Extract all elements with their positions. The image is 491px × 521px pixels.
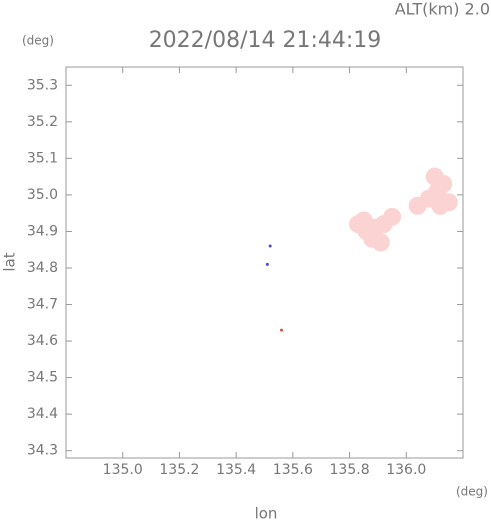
x-axis-label: lon (255, 505, 278, 521)
y-tick-label: 35.3 (27, 77, 58, 93)
data-point (431, 196, 450, 215)
x-tick-label: 135.0 (103, 462, 143, 478)
data-point (383, 207, 402, 226)
y-tick-label: 35.2 (27, 114, 58, 130)
y-tick-label: 34.4 (27, 406, 58, 422)
plot-frame (65, 66, 464, 459)
y-axis-label: lat (1, 252, 19, 271)
data-point (265, 262, 269, 266)
y-tick-label: 34.7 (27, 297, 58, 313)
x-tick-label: 135.8 (330, 462, 370, 478)
data-point (268, 244, 272, 248)
y-tick-label: 34.9 (27, 223, 58, 239)
x-unit: (deg) (456, 485, 488, 499)
y-tick-label: 35.0 (27, 187, 58, 203)
y-tick-label: 34.5 (27, 370, 58, 386)
y-tick-label: 34.3 (27, 443, 58, 459)
data-point (371, 233, 390, 252)
data-point (354, 211, 373, 230)
annotation: ALT(km) 2.0 (395, 0, 490, 19)
x-tick-label: 136.0 (386, 462, 426, 478)
y-tick-label: 35.1 (27, 150, 58, 166)
x-tick-label: 135.6 (273, 462, 313, 478)
y-tick-label: 34.8 (27, 260, 58, 276)
y-unit: (deg) (22, 34, 54, 48)
x-tick-label: 135.4 (216, 462, 256, 478)
data-point (280, 328, 284, 332)
y-tick-label: 34.6 (27, 333, 58, 349)
data-point (425, 167, 444, 186)
x-tick-label: 135.2 (159, 462, 199, 478)
chart-title: 2022/08/14 21:44:19 (149, 28, 382, 53)
